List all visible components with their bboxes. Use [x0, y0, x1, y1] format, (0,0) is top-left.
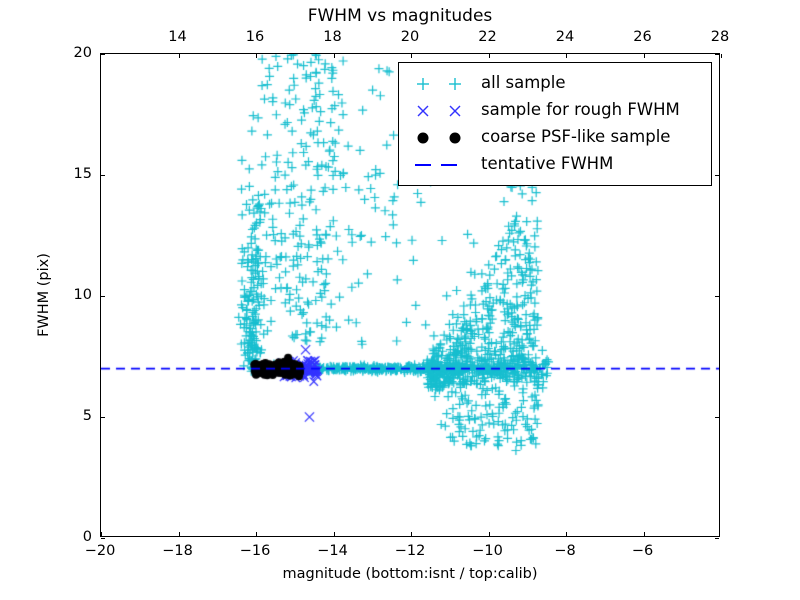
x-axis-tick-top: [643, 54, 645, 58]
chart-title: FWHM vs magnitudes: [307, 6, 493, 26]
x-axis-tick-bottom: [566, 532, 567, 536]
y-axis-tick-right: [715, 296, 719, 297]
x-axis-ticklabel-top: 26: [633, 29, 652, 45]
x-axis-tick-bottom: [411, 532, 412, 536]
x-axis-ticklabel-top: 14: [168, 29, 187, 45]
legend-marker-cross-icon: [407, 101, 481, 121]
x-axis-ticklabel-top: 28: [710, 29, 730, 45]
y-axis-ticklabel: 15: [73, 166, 92, 182]
x-axis-ticklabel-top: 22: [478, 29, 497, 45]
legend-marker-circle-icon: [407, 128, 481, 148]
x-axis-tick-top: [721, 54, 722, 58]
legend-entry[interactable]: sample for rough FWHM: [407, 97, 701, 124]
y-axis-tick-right: [715, 54, 719, 55]
x-axis-tick-bottom: [333, 532, 335, 536]
x-axis-ticklabel-bottom: −6: [631, 543, 654, 559]
x-axis-ticklabel-top: 20: [400, 29, 420, 45]
y-axis-tick-left: [101, 417, 105, 418]
y-axis-tick-left: [101, 296, 105, 297]
legend-entry[interactable]: all sample: [407, 70, 701, 97]
x-axis-tick-top: [411, 54, 412, 58]
x-axis-tick-bottom: [256, 532, 257, 536]
x-axis-tick-bottom: [178, 532, 180, 536]
x-axis-tick-top: [256, 54, 257, 58]
legend-label: tentative FWHM: [481, 154, 614, 174]
legend-label: sample for rough FWHM: [481, 100, 680, 120]
y-axis-tick-right: [715, 417, 719, 418]
y-axis-ticklabel: 0: [82, 529, 92, 545]
x-axis-tick-top: [488, 54, 490, 58]
x-axis-tick-top: [178, 54, 180, 58]
y-axis-label: FWHM (pix): [36, 253, 52, 337]
y-axis-ticklabel: 20: [73, 45, 92, 61]
legend-marker-dashed-line-icon: [407, 155, 481, 175]
x-axis-ticklabel-top: 16: [245, 29, 265, 45]
x-axis-ticklabel-bottom: −12: [394, 543, 426, 559]
y-axis-tick-right: [715, 175, 719, 176]
y-axis-tick-left: [101, 538, 105, 539]
legend-entry[interactable]: coarse PSF-like sample: [407, 124, 701, 151]
x-axis-tick-bottom: [488, 532, 490, 536]
y-axis-tick-left: [101, 54, 105, 55]
x-axis-tick-top: [333, 54, 335, 58]
y-axis-ticklabel: 5: [82, 408, 92, 424]
x-axis-ticklabel-top: 18: [323, 29, 342, 45]
x-axis-tick-bottom: [643, 532, 645, 536]
x-axis-ticklabel-bottom: −18: [162, 543, 193, 559]
x-axis-ticklabel-bottom: −10: [472, 543, 503, 559]
legend-entry[interactable]: tentative FWHM: [407, 151, 701, 178]
x-axis-tick-top: [566, 54, 567, 58]
x-axis-label: magnitude (bottom:isnt / top:calib): [282, 566, 538, 582]
y-axis-tick-left: [101, 175, 105, 176]
legend-label: all sample: [481, 73, 566, 93]
y-axis-ticklabel: 10: [73, 287, 92, 303]
x-axis-ticklabel-top: 24: [555, 29, 575, 45]
legend-label: coarse PSF-like sample: [481, 127, 671, 147]
x-axis-ticklabel-bottom: −8: [554, 543, 576, 559]
chart-legend: all sample sample for rough FWHM coarse PS…: [398, 62, 712, 186]
x-axis-tick-bottom: [101, 532, 102, 536]
legend-marker-plus-icon: [407, 74, 481, 94]
x-axis-ticklabel-bottom: −20: [84, 543, 116, 559]
x-axis-ticklabel-bottom: −14: [317, 543, 348, 559]
y-axis-tick-right: [715, 538, 719, 539]
x-axis-ticklabel-bottom: −16: [239, 543, 271, 559]
